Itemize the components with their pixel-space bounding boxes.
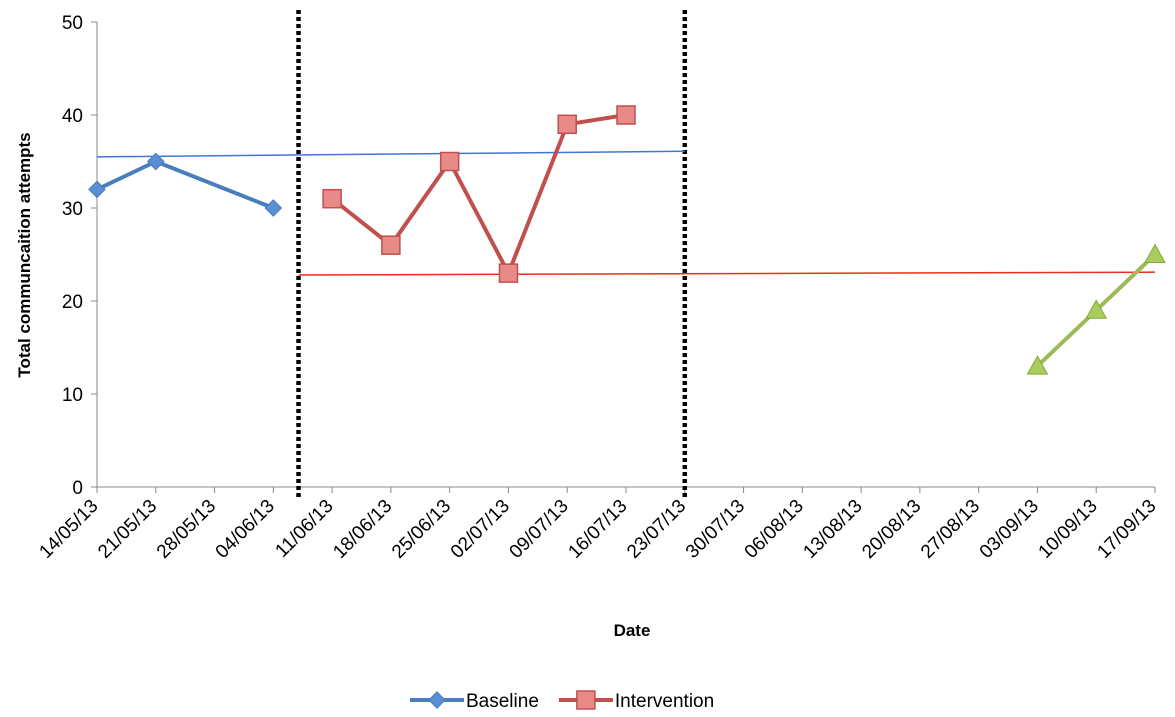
x-tick-label: 14/05/13 [35, 496, 102, 563]
data-point [616, 105, 636, 125]
x-tick-label: 10/09/13 [1035, 496, 1102, 563]
trend-line [96, 150, 685, 158]
x-tick-label: 13/08/13 [799, 496, 866, 563]
y-tick-label: 40 [62, 106, 83, 127]
axes [96, 22, 1155, 488]
y-tick-label: 10 [62, 385, 83, 406]
series-line [330, 113, 627, 276]
x-tick-label: 06/08/13 [741, 496, 808, 563]
x-axis-ticks: 14/05/1321/05/1328/05/1304/06/1311/06/13… [35, 487, 1161, 563]
x-tick-label: 16/07/13 [564, 496, 631, 563]
data-point [88, 180, 106, 199]
legend-item: Baseline [410, 691, 539, 712]
data-series [88, 105, 1166, 375]
data-point [1026, 355, 1049, 375]
data-point [498, 263, 519, 283]
data-point [146, 152, 165, 171]
trend-line [298, 271, 1156, 276]
data-point [1085, 299, 1108, 319]
x-tick-label: 09/07/13 [506, 496, 573, 563]
legend-swatch-marker [576, 690, 596, 710]
y-tick-label: 50 [62, 13, 83, 34]
data-point [322, 188, 342, 209]
data-point [1144, 243, 1166, 263]
legend-label: Intervention [615, 691, 714, 712]
x-axis-title: Date [614, 621, 651, 640]
x-tick-label: 04/06/13 [212, 496, 279, 563]
series-phase-3 [1026, 243, 1166, 375]
y-axis-ticks: 0 10 20 30 40 50 [62, 13, 97, 499]
data-point [381, 235, 401, 255]
x-tick-label: 18/06/13 [329, 496, 396, 563]
x-tick-label: 30/07/13 [682, 496, 749, 563]
legend-swatch-marker [428, 691, 446, 709]
trend-lines [96, 150, 1156, 276]
legend-item: Intervention [558, 690, 714, 712]
data-point [557, 114, 577, 135]
series-intervention [322, 105, 636, 283]
x-tick-label: 11/06/13 [271, 496, 337, 562]
x-tick-label: 03/09/13 [976, 496, 1043, 563]
x-tick-label: 17/09/13 [1093, 496, 1160, 563]
y-tick-label: 20 [62, 292, 83, 313]
x-tick-label: 20/08/13 [858, 496, 925, 563]
x-tick-label: 28/05/13 [153, 496, 220, 563]
x-tick-label: 27/08/13 [917, 496, 984, 563]
x-tick-label: 25/06/13 [388, 496, 455, 563]
data-point [439, 151, 460, 172]
legend: Baseline Intervention [410, 690, 714, 712]
y-tick-label: 30 [62, 199, 83, 220]
y-axis-title: Total communcaition attempts [15, 132, 34, 377]
data-point [264, 199, 283, 217]
x-tick-label: 02/07/13 [447, 496, 514, 563]
phase-change-lines [296, 10, 688, 498]
legend-label: Baseline [466, 691, 539, 712]
x-tick-label: 23/07/13 [623, 496, 690, 563]
series-line [96, 159, 275, 210]
y-tick-label: 0 [72, 478, 83, 499]
series-baseline [88, 152, 283, 217]
x-tick-label: 21/05/13 [94, 496, 161, 563]
